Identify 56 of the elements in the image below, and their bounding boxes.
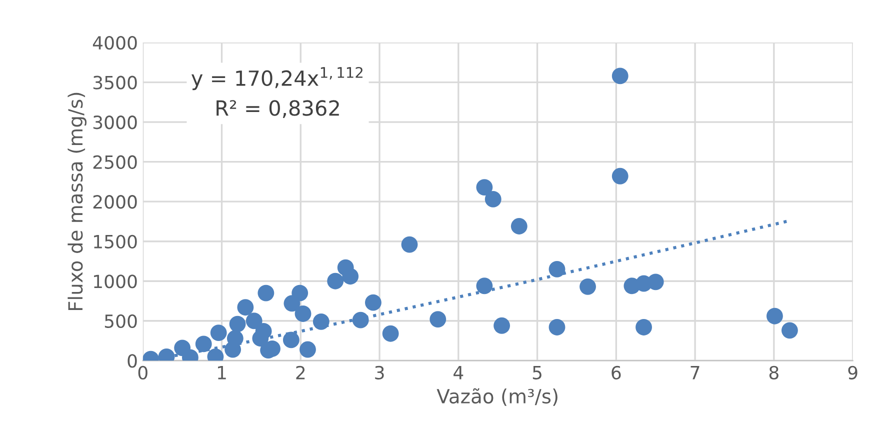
point [246, 312, 262, 330]
point [229, 316, 246, 332]
point [647, 274, 664, 290]
point [580, 278, 596, 295]
point [312, 313, 330, 330]
point [548, 319, 566, 336]
point [476, 179, 493, 196]
y-tick-label: 0 [128, 354, 137, 368]
point [364, 294, 382, 311]
x-tick-label: 1 [218, 366, 226, 380]
point [224, 341, 242, 358]
point [766, 308, 783, 324]
y-tick-label: 1500 [94, 234, 137, 248]
point [510, 218, 528, 234]
point [294, 306, 312, 322]
x-tick-label: 8 [769, 366, 778, 380]
point [282, 332, 300, 348]
y-tick-label: 1000 [94, 274, 137, 288]
point [195, 336, 212, 352]
point [781, 322, 798, 339]
x-tick-label: 4 [454, 366, 464, 380]
point [548, 260, 566, 278]
point [252, 330, 269, 347]
x-tick-label: 3 [375, 366, 384, 380]
y-tick-label: 4000 [92, 36, 137, 50]
y-tick-label: 2500 [93, 155, 137, 169]
point [327, 272, 344, 290]
text: y = 170,24x$^{1,112}$ R² = 0,8362 [192, 66, 362, 118]
y-tick-label: 500 [104, 314, 137, 328]
point [636, 319, 652, 336]
point [430, 311, 446, 328]
point [258, 284, 274, 302]
x-tick-label: 6 [612, 366, 621, 380]
x-tick-label: 7 [690, 366, 700, 380]
point [237, 299, 254, 316]
point [494, 317, 510, 334]
point [382, 325, 399, 342]
x-tick-label: 5 [532, 366, 542, 380]
point [484, 190, 502, 208]
point [342, 268, 359, 285]
y-tick-label: 3500 [93, 76, 137, 90]
point [300, 341, 316, 358]
x-tick-label: 0 [138, 366, 148, 380]
point [401, 236, 418, 253]
x-tick-label: 9 [848, 366, 858, 380]
x-axis-title: Vazão (m³/s) [436, 388, 558, 406]
y-axis-title: Fluxo de massa (mg/s) [68, 92, 87, 310]
x-tick-label: 2 [296, 366, 305, 380]
point [476, 278, 493, 294]
y-tick-label: 2000 [93, 195, 137, 209]
point [612, 68, 628, 84]
point [352, 312, 369, 328]
point [284, 295, 300, 312]
y-tick-label: 3000 [93, 116, 137, 130]
point [612, 168, 628, 184]
point [210, 324, 227, 342]
